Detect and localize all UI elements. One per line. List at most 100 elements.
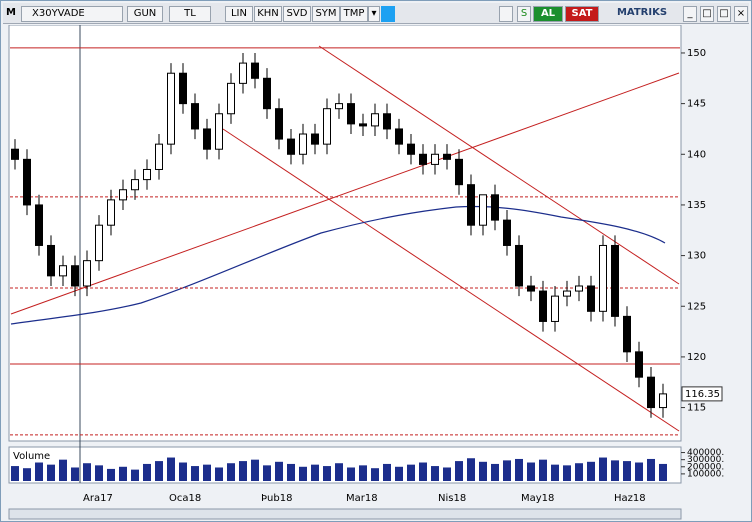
volume-bar (11, 466, 19, 481)
dropdown[interactable]: ▾ (368, 6, 380, 22)
candle-body (119, 189, 127, 201)
candle-body (251, 62, 259, 79)
candle-body (587, 285, 595, 312)
candle-body (335, 103, 343, 110)
candle-body (443, 153, 451, 160)
period-button[interactable]: GUN (127, 6, 163, 22)
volume-bar (527, 462, 535, 481)
x-tick-label: May18 (521, 493, 554, 504)
logo: M (6, 7, 16, 18)
candle-body (647, 376, 655, 409)
y-tick-label: 120 (687, 352, 706, 363)
candle-body (455, 158, 463, 186)
volume-bar (503, 460, 511, 481)
candle-body (35, 204, 43, 246)
tool-button[interactable]: SVD (283, 6, 311, 22)
volume-bar (431, 466, 439, 481)
trend-line (318, 45, 680, 285)
volume-bar (587, 461, 595, 481)
candle-body (599, 244, 607, 312)
tool-button[interactable]: KHN (254, 6, 282, 22)
last-price-box (681, 386, 723, 402)
volume-bar (443, 467, 451, 481)
candle-body (419, 153, 427, 165)
candle-body (107, 199, 115, 226)
volume-bar (395, 466, 403, 481)
volume-bar (599, 457, 607, 481)
maximize[interactable]: □ (700, 6, 714, 22)
volume-bar (611, 460, 619, 481)
volume-bar (131, 469, 139, 481)
volume-bar (191, 466, 199, 481)
candle-body (659, 393, 667, 409)
tool-button[interactable]: TMP (340, 6, 368, 22)
volume-bar (659, 463, 667, 481)
candle-body (11, 148, 19, 160)
candle-body (611, 244, 619, 317)
volume-bar (323, 466, 331, 481)
volume-bar (563, 465, 571, 481)
candle-body (263, 77, 271, 110)
y-tick-label: 125 (687, 301, 706, 312)
candle-body (431, 153, 439, 165)
volume-bar (419, 462, 427, 481)
volume-bar (407, 464, 415, 481)
candle-body (359, 123, 367, 127)
icon[interactable]: S (517, 6, 531, 22)
scrollbar[interactable] (8, 508, 682, 520)
volume-bar (575, 463, 583, 481)
candle-body (479, 194, 487, 226)
candle-body (239, 62, 247, 84)
candle-body (167, 72, 175, 145)
volume-bar (299, 466, 307, 481)
volume-bar (143, 463, 151, 481)
candle-body (323, 108, 331, 145)
price-panel (8, 25, 682, 442)
icon[interactable] (499, 6, 513, 22)
y-tick-label: 150 (687, 48, 706, 59)
candle-body (227, 82, 235, 115)
candle-body (191, 103, 199, 130)
y-tick-label: 115 (687, 403, 706, 414)
volume-bar (263, 465, 271, 481)
volume-bar (179, 462, 187, 481)
volume-bar (215, 467, 223, 481)
buy-button[interactable]: AL (533, 6, 563, 22)
scale-button[interactable]: LIN (225, 6, 253, 22)
candle-body (467, 184, 475, 226)
volume-bar (491, 463, 499, 481)
volume-bar (371, 468, 379, 481)
last-price: 116.35 (685, 389, 720, 400)
candle-body (623, 315, 631, 353)
volume-bar (623, 461, 631, 481)
x-tick-label: Mar18 (346, 493, 378, 504)
candle-body (23, 158, 31, 206)
tool-button[interactable]: SYM (312, 6, 340, 22)
sell-button[interactable]: SAT (565, 6, 599, 22)
candle-body (635, 351, 643, 378)
trend-line (222, 128, 680, 432)
volume-bar (71, 467, 79, 481)
chart: Volume 115 120 125 130 135 140 145 150 100000.20… (8, 25, 724, 520)
volume-tick-label: 200000. (687, 462, 724, 472)
symbol-box[interactable]: X30YVADE (21, 6, 123, 22)
volume-bar (59, 459, 67, 481)
volume-bar (311, 464, 319, 481)
currency-button[interactable]: TL (169, 6, 211, 22)
candle-body (215, 113, 223, 150)
volume-bar (227, 463, 235, 481)
twitter-icon[interactable] (381, 6, 395, 22)
volume-bar (119, 466, 127, 481)
volume-bar (383, 463, 391, 481)
volume-bar (335, 463, 343, 481)
minimize[interactable]: _ (683, 6, 697, 22)
volume-bar (635, 462, 643, 481)
close[interactable]: × (734, 6, 748, 22)
restore[interactable]: □ (717, 6, 731, 22)
candle-body (299, 133, 307, 155)
candle-body (383, 113, 391, 130)
y-tick-label: 140 (687, 149, 706, 160)
volume-bar (47, 464, 55, 481)
volume-bar (251, 459, 259, 481)
volume-bar (479, 461, 487, 481)
